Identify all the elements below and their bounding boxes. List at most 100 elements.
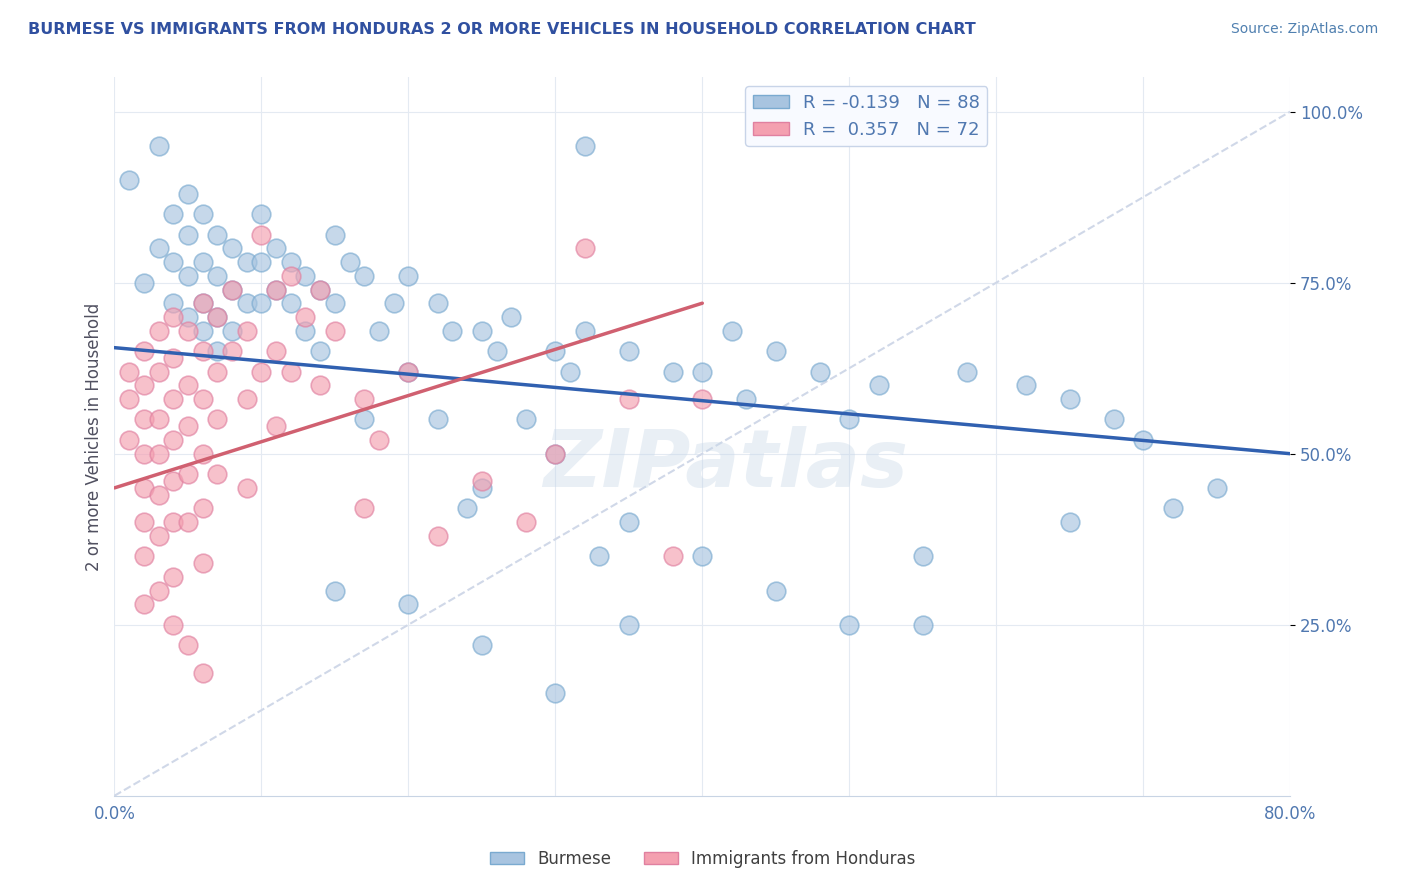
Point <box>162 207 184 221</box>
Point <box>191 392 214 406</box>
Point <box>617 515 640 529</box>
Point <box>177 638 200 652</box>
Point <box>118 173 141 187</box>
Point <box>132 378 155 392</box>
Point <box>471 324 494 338</box>
Point <box>162 255 184 269</box>
Point <box>148 324 170 338</box>
Point <box>323 296 346 310</box>
Point <box>132 344 155 359</box>
Point <box>353 392 375 406</box>
Point <box>221 283 243 297</box>
Point <box>544 447 567 461</box>
Point <box>396 268 419 283</box>
Point <box>617 344 640 359</box>
Point <box>426 529 449 543</box>
Point <box>501 310 523 324</box>
Point <box>177 324 200 338</box>
Point <box>207 310 229 324</box>
Point <box>911 617 934 632</box>
Point <box>294 324 316 338</box>
Point <box>323 583 346 598</box>
Point <box>235 324 257 338</box>
Point <box>617 392 640 406</box>
Point <box>191 255 214 269</box>
Point <box>515 515 537 529</box>
Point <box>515 412 537 426</box>
Point <box>250 296 273 310</box>
Point <box>250 365 273 379</box>
Point <box>426 296 449 310</box>
Point <box>544 686 567 700</box>
Point <box>574 242 596 256</box>
Point <box>280 268 302 283</box>
Point <box>838 617 860 632</box>
Point <box>148 447 170 461</box>
Point <box>690 392 713 406</box>
Point <box>1132 433 1154 447</box>
Text: Source: ZipAtlas.com: Source: ZipAtlas.com <box>1230 22 1378 37</box>
Point <box>353 501 375 516</box>
Point <box>191 501 214 516</box>
Point <box>1161 501 1184 516</box>
Point <box>294 268 316 283</box>
Point <box>264 283 287 297</box>
Point <box>132 597 155 611</box>
Point <box>235 481 257 495</box>
Y-axis label: 2 or more Vehicles in Household: 2 or more Vehicles in Household <box>86 302 103 571</box>
Point <box>264 344 287 359</box>
Point <box>1205 481 1227 495</box>
Point <box>162 570 184 584</box>
Point <box>280 365 302 379</box>
Point <box>221 242 243 256</box>
Point <box>574 324 596 338</box>
Point <box>162 474 184 488</box>
Point <box>911 549 934 564</box>
Point <box>177 419 200 434</box>
Point <box>396 365 419 379</box>
Text: BURMESE VS IMMIGRANTS FROM HONDURAS 2 OR MORE VEHICLES IN HOUSEHOLD CORRELATION : BURMESE VS IMMIGRANTS FROM HONDURAS 2 OR… <box>28 22 976 37</box>
Point <box>690 549 713 564</box>
Point <box>368 433 391 447</box>
Point <box>207 412 229 426</box>
Point <box>1059 515 1081 529</box>
Point <box>396 597 419 611</box>
Legend: Burmese, Immigrants from Honduras: Burmese, Immigrants from Honduras <box>484 844 922 875</box>
Point <box>574 139 596 153</box>
Point <box>662 549 685 564</box>
Point <box>132 447 155 461</box>
Point <box>558 365 581 379</box>
Point <box>177 268 200 283</box>
Point <box>221 324 243 338</box>
Point <box>207 365 229 379</box>
Point <box>148 488 170 502</box>
Point <box>617 617 640 632</box>
Point <box>396 365 419 379</box>
Point <box>868 378 890 392</box>
Point <box>148 412 170 426</box>
Point <box>588 549 610 564</box>
Point <box>191 665 214 680</box>
Point <box>808 365 831 379</box>
Text: ZIPatlas: ZIPatlas <box>543 426 908 504</box>
Point <box>162 351 184 365</box>
Point <box>280 255 302 269</box>
Point <box>177 515 200 529</box>
Point <box>309 344 332 359</box>
Point <box>148 583 170 598</box>
Point <box>148 529 170 543</box>
Point <box>838 412 860 426</box>
Point <box>132 515 155 529</box>
Point <box>177 378 200 392</box>
Point <box>471 474 494 488</box>
Point <box>191 324 214 338</box>
Point <box>191 556 214 570</box>
Point <box>148 242 170 256</box>
Point <box>471 638 494 652</box>
Point <box>382 296 405 310</box>
Point <box>235 296 257 310</box>
Point <box>177 467 200 482</box>
Point <box>250 207 273 221</box>
Point <box>207 310 229 324</box>
Point <box>177 310 200 324</box>
